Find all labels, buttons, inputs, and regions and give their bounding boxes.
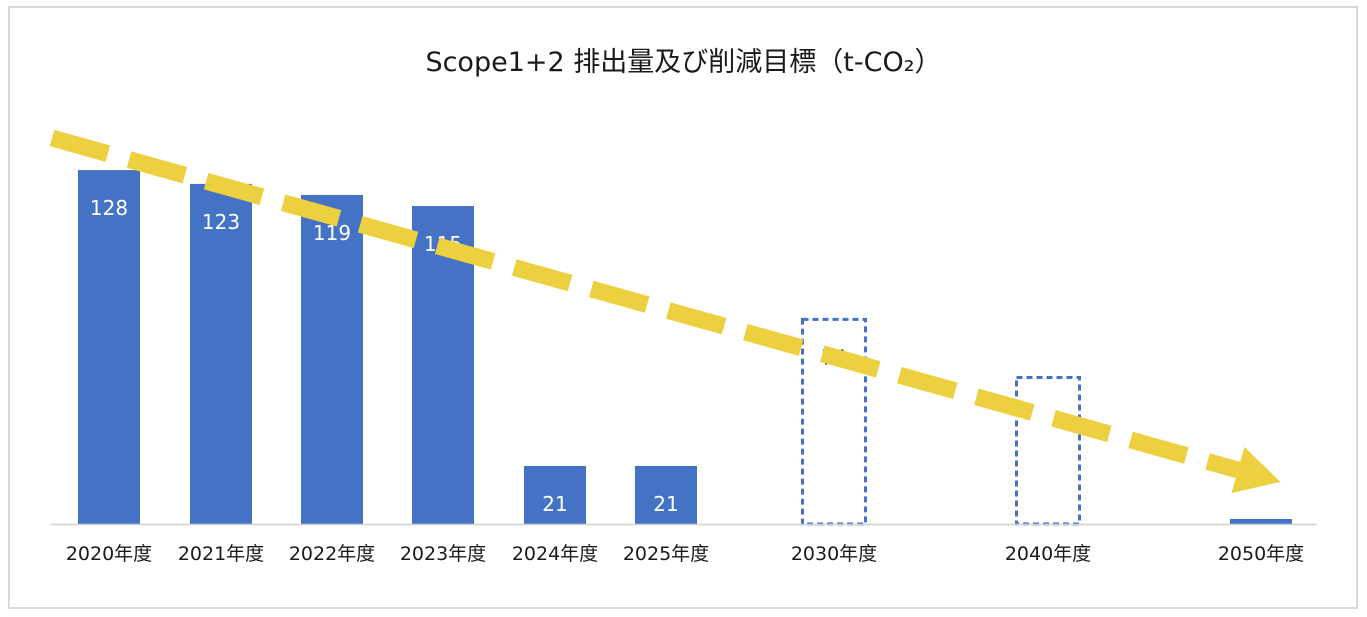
bar-target-2040年度 bbox=[1015, 375, 1081, 526]
bar-2020年度 bbox=[78, 170, 140, 524]
bar-value-label: 128 bbox=[90, 196, 128, 220]
x-tick-label: 2030年度 bbox=[791, 543, 877, 565]
x-tick-label: 2040年度 bbox=[1005, 543, 1091, 565]
bar-2050年度 bbox=[1230, 519, 1292, 524]
trend-arrow-line bbox=[49, 129, 1241, 479]
bar-2024年度 bbox=[524, 465, 586, 524]
bar-value-label: 21 bbox=[653, 492, 678, 516]
bar-value-label: 123 bbox=[202, 210, 240, 234]
chart-title: Scope1+2 排出量及び削減目標（t-CO₂） bbox=[425, 47, 942, 78]
bar-2021年度 bbox=[190, 183, 252, 524]
x-tick-label: 2023年度 bbox=[400, 543, 486, 565]
x-tick-label: 2050年度 bbox=[1218, 543, 1304, 565]
x-tick-label: 2025年度 bbox=[623, 543, 709, 565]
x-tick-label: 2022年度 bbox=[289, 543, 375, 565]
bar-value-label: 21 bbox=[542, 492, 567, 516]
bar-2025年度 bbox=[635, 465, 697, 524]
x-tick-label: 2020年度 bbox=[66, 543, 152, 565]
x-tick-label: 2021年度 bbox=[178, 543, 264, 565]
trend-arrow-layer bbox=[49, 129, 1281, 494]
tick-labels-layer: 2020年度 2021年度 2022年度 2023年度 2024年度 2025年度 2030… bbox=[66, 543, 1304, 565]
trend-arrow-head bbox=[1231, 446, 1281, 494]
bars-layer bbox=[78, 170, 1292, 526]
x-tick-label: 2024年度 bbox=[512, 543, 598, 565]
bar-target-2030年度 bbox=[801, 317, 867, 526]
bar-2022年度 bbox=[301, 194, 363, 524]
